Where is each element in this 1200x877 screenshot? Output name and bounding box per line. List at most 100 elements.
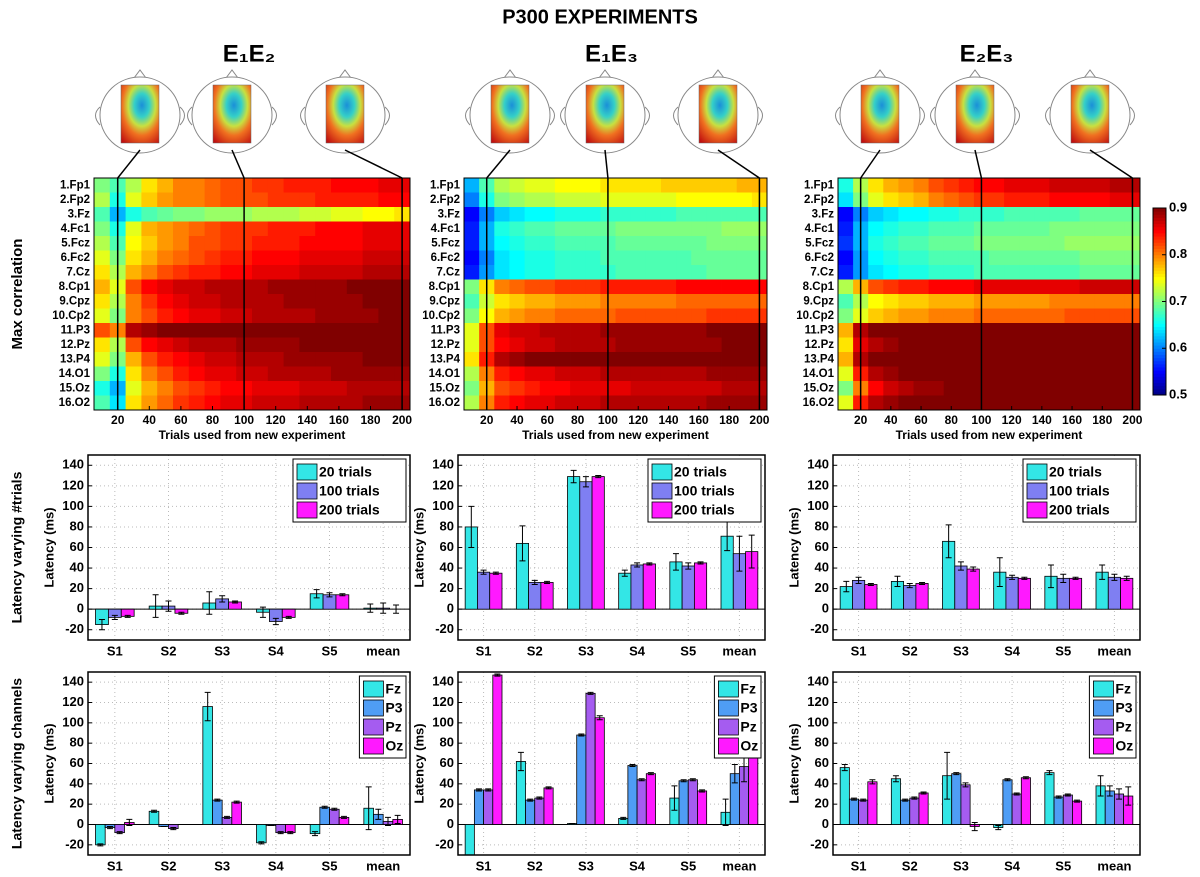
heatmap-cell	[252, 294, 269, 309]
head-nose	[1083, 69, 1097, 79]
heatmap-cell	[125, 294, 142, 309]
heatmap-cell	[989, 250, 1005, 266]
error-bar	[475, 788, 482, 792]
heatmap-cell	[691, 221, 707, 237]
bars	[458, 673, 765, 855]
heatmap-cell	[645, 192, 662, 208]
error-bar	[620, 816, 627, 820]
heatmap-cell	[1049, 381, 1065, 396]
legend-swatch	[651, 501, 673, 519]
heatmap-cell	[220, 352, 237, 367]
heatmap-cell	[362, 221, 379, 237]
heatmap-cell	[1079, 207, 1096, 222]
heatmap-cell	[524, 308, 541, 324]
bar	[329, 808, 340, 825]
bar	[148, 810, 160, 825]
heatmap-cell	[1019, 352, 1035, 367]
heatmap-cell	[898, 366, 914, 382]
heatmap-cell	[928, 366, 945, 382]
heatmap-cell	[539, 236, 556, 251]
bar	[1020, 777, 1031, 825]
heatmap-cell	[283, 337, 300, 353]
colorbar-tick-label: 0.7	[1169, 293, 1187, 308]
heatmap-cell	[1109, 178, 1126, 193]
row-label: 7.Cz	[66, 266, 90, 278]
colorbar-step	[1153, 289, 1166, 293]
heatmap-cell	[928, 178, 945, 193]
heatmap-cell	[585, 178, 601, 193]
heatmap-cell	[898, 250, 914, 266]
bar	[525, 799, 536, 825]
error-bar	[480, 569, 487, 575]
heatmap-cell	[94, 395, 111, 411]
heatmap-cell	[125, 250, 142, 266]
x-tick-label: 20	[480, 413, 494, 427]
heatmap-cell	[1109, 207, 1126, 222]
heatmap-cell	[660, 265, 677, 280]
y-axis-label: Latency (ms)	[786, 723, 801, 803]
heatmap-cell	[125, 236, 142, 251]
error-bar	[953, 772, 960, 776]
x-tick-label: 40	[510, 413, 524, 427]
heatmap-cell	[736, 250, 753, 266]
heatmap-cell	[1004, 265, 1020, 280]
legend-label: 20 trials	[674, 464, 727, 480]
heatmap-cell	[157, 308, 174, 324]
head-ear	[835, 106, 841, 126]
heatmap-cell	[494, 221, 510, 237]
heatmap-cell	[691, 207, 707, 222]
heatmap-cell	[721, 294, 738, 309]
bar	[915, 583, 929, 610]
heatmap-cell	[645, 366, 662, 382]
error-bar	[843, 580, 850, 593]
heatmap-cell	[173, 323, 190, 338]
heatmap-cell	[204, 366, 221, 382]
heatmap-cell	[141, 250, 158, 266]
heatmap-cell	[898, 294, 914, 309]
head-ear	[1014, 106, 1020, 126]
heatmap-cell	[913, 395, 929, 411]
heatmap-cell	[1049, 265, 1065, 280]
heatmap-cell	[1109, 352, 1126, 367]
y-tick-label: 80	[70, 518, 84, 533]
heatmap-cell	[267, 395, 284, 411]
colorbar-step	[1153, 285, 1166, 290]
heatmap-cell	[1034, 308, 1050, 324]
heatmap-cell	[1034, 395, 1050, 411]
heatmap-cell	[125, 337, 142, 353]
heatmap-cell	[943, 308, 960, 324]
heatmap-cell	[494, 337, 510, 353]
heatmap-cell	[958, 207, 975, 222]
heatmap-cell	[928, 221, 945, 237]
heatmap-cell	[173, 294, 190, 309]
row-label: 9.Cpz	[803, 295, 834, 307]
heatmap-cell	[676, 250, 692, 266]
heatmap-cell	[299, 323, 316, 338]
error-bar	[646, 562, 653, 566]
heatmap-cell	[1064, 294, 1080, 309]
bars	[88, 589, 410, 631]
bar	[534, 797, 545, 825]
colorbar-step	[1153, 270, 1166, 274]
heatmap-cell	[958, 308, 975, 324]
heatmap-cell	[660, 366, 677, 382]
heatmap-cell	[676, 308, 692, 324]
colorbar-step	[1153, 254, 1166, 259]
x-tick-label: 140	[297, 413, 317, 427]
heatmap-cell	[157, 178, 174, 193]
error-bar	[517, 751, 524, 772]
heatmap-cell	[220, 250, 237, 266]
heatmap-cell	[913, 323, 929, 338]
heatmap-cell	[494, 192, 510, 208]
heatmap-cell	[188, 381, 205, 396]
bar	[867, 781, 878, 825]
error-bar	[919, 581, 926, 585]
heatmap-cell	[346, 221, 363, 237]
heatmap-cell	[157, 294, 174, 309]
heatmap-cell	[331, 337, 348, 353]
row-label: 11.P3	[61, 324, 90, 336]
error-bar	[1111, 573, 1118, 581]
heatmap-cell	[1049, 395, 1065, 411]
x-tick-label: 200	[392, 413, 412, 427]
heatmap-cell	[570, 352, 586, 367]
